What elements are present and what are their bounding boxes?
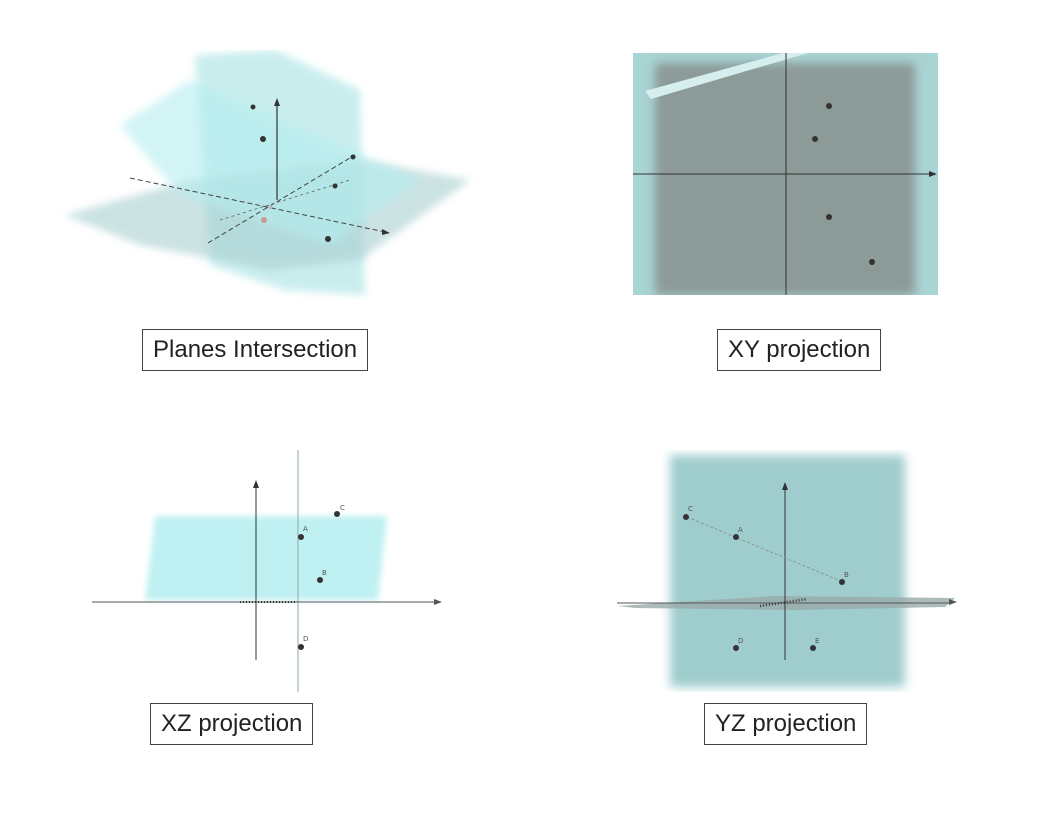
yz-point-d: [733, 645, 739, 651]
xz-label-d: D: [303, 635, 308, 643]
point-marker-icon: [869, 259, 875, 265]
xy-dark-plane: [655, 63, 915, 295]
yz-projection-view: C A B D E: [615, 450, 960, 692]
xz-plane: [145, 516, 387, 600]
point-marker-icon: [261, 217, 267, 223]
caption-yz-projection: YZ projection: [704, 703, 868, 745]
yz-vertical-arrow-icon: [782, 482, 788, 490]
xz-canvas: A B C D: [92, 450, 442, 692]
yz-dotted-segment: [759, 597, 808, 608]
xz-point-b: [317, 577, 323, 583]
intersection-line: [219, 179, 351, 221]
slanted-plane: [120, 80, 420, 245]
xz-projection-view: A B C D: [90, 450, 445, 692]
xy-light-strip: [645, 53, 808, 99]
yz-plane: [670, 455, 905, 687]
xy-canvas: [633, 53, 938, 295]
x-axis: [129, 177, 386, 233]
planes-intersection-view: [60, 50, 480, 300]
point-marker-icon: [332, 183, 338, 189]
xz-label-b: B: [322, 569, 327, 577]
yz-label-d: D: [738, 637, 743, 645]
point-marker-icon: [260, 136, 266, 142]
xy-x-arrow-icon: [929, 171, 937, 177]
caption-xy-projection: XY projection: [717, 329, 882, 371]
point-marker-icon: [350, 154, 356, 160]
z-axis-arrow-icon: [274, 98, 280, 106]
point-marker-icon: [325, 236, 331, 242]
point-marker-icon: [268, 205, 272, 209]
yz-label-a: A: [738, 526, 743, 534]
yz-label-c: C: [688, 505, 693, 513]
yz-axis-arrow-icon: [949, 599, 957, 605]
xz-point-c: [334, 511, 340, 517]
x-axis-arrow-icon: [382, 229, 390, 235]
point-marker-icon: [812, 136, 818, 142]
yz-point-a: [733, 534, 739, 540]
xz-x-arrow-icon: [434, 599, 442, 605]
xz-label-a: A: [303, 525, 308, 533]
point-marker-icon: [250, 104, 256, 110]
yz-label-b: B: [844, 571, 849, 579]
xz-z-arrow-icon: [253, 480, 259, 488]
yz-canvas: C A B D E: [617, 455, 957, 687]
yz-point-e: [810, 645, 816, 651]
yz-point-b: [839, 579, 845, 585]
xy-projection-view: [633, 53, 938, 295]
yz-label-e: E: [815, 637, 819, 645]
yz-point-c: [683, 514, 689, 520]
caption-xz-projection: XZ projection: [150, 703, 314, 745]
xz-label-c: C: [340, 504, 345, 512]
caption-planes-intersection: Planes Intersection: [142, 329, 369, 371]
point-marker-icon: [826, 214, 832, 220]
y-axis: [207, 154, 356, 244]
point-marker-icon: [826, 103, 832, 109]
yz-dashed-line: [686, 516, 844, 583]
xz-point-d: [298, 644, 304, 650]
planes-3d-canvas: [65, 50, 470, 295]
xz-point-a: [298, 534, 304, 540]
